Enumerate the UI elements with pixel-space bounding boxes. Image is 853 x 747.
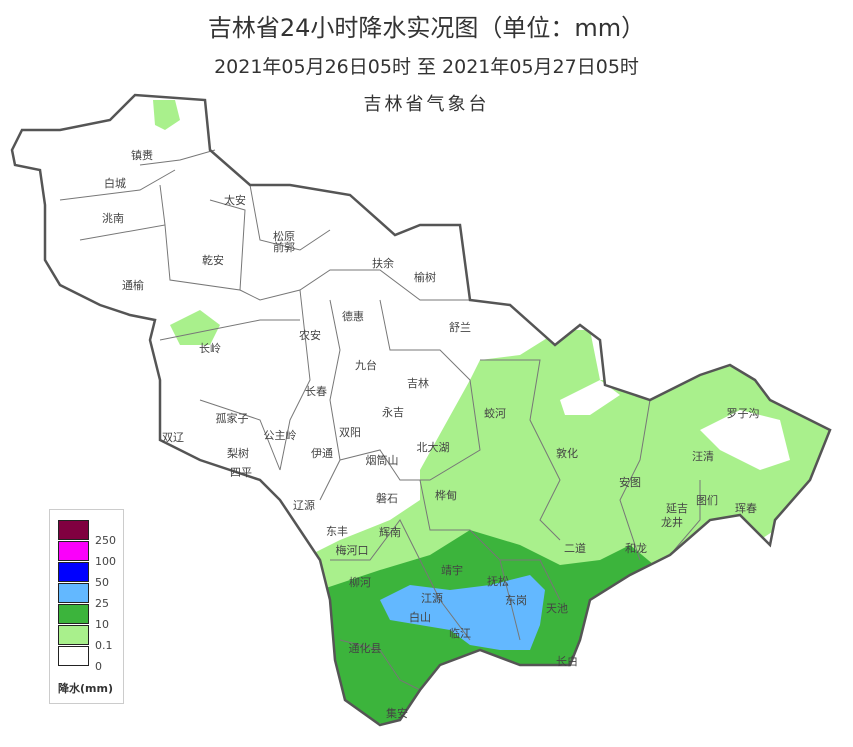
place-label: 扶余 (372, 257, 394, 270)
place-label: 吉林 (407, 377, 429, 390)
place-label: 农安 (299, 329, 321, 342)
place-label: 靖宇 (441, 564, 463, 577)
place-label: 延吉 (666, 502, 688, 515)
place-label: 临江 (449, 627, 471, 640)
place-label: 珲春 (735, 502, 757, 515)
place-label: 太安 (224, 194, 246, 207)
place-label: 白山 (409, 611, 431, 624)
place-label: 天池 (546, 602, 568, 615)
place-label: 烟筒山 (365, 454, 399, 467)
rain-zone-dry-luozigou (700, 410, 790, 470)
legend-level: 100 (95, 555, 116, 568)
map-title: 吉林省24小时降水实况图（单位：mm） (207, 14, 646, 42)
legend-swatch (58, 604, 89, 624)
place-label: 梅河口 (335, 544, 369, 557)
place-label: 图们 (696, 494, 718, 507)
place-label: 桦甸 (435, 489, 457, 502)
place-label: 松原 (273, 230, 295, 243)
place-label: 双阳 (339, 426, 361, 439)
place-label: 罗子沟 (726, 407, 760, 420)
place-label: 江源 (421, 592, 443, 605)
place-label: 白城 (104, 177, 126, 190)
place-label: 柳河 (349, 576, 371, 589)
place-label: 九台 (355, 359, 377, 372)
place-label: 安图 (619, 476, 641, 489)
legend-level: 10 (95, 618, 109, 631)
place-label: 公主岭 (263, 429, 297, 442)
place-label: 洮南 (102, 212, 124, 225)
place-label: 四平 (230, 466, 252, 479)
place-label: 汪清 (692, 450, 714, 463)
place-label: 镇赉 (131, 149, 153, 162)
issuer: 吉林省气象台 (363, 94, 490, 115)
place-label: 二道 (564, 542, 586, 555)
place-label: 东丰 (326, 525, 348, 538)
place-label: 辽源 (293, 499, 315, 512)
legend-swatch (58, 541, 89, 561)
place-label: 和龙 (625, 542, 647, 555)
legend-level: 25 (95, 597, 109, 610)
province-border (10, 93, 832, 727)
rain-zone-light-nw (153, 100, 180, 130)
place-label: 通榆 (122, 279, 144, 292)
place-label: 永吉 (382, 406, 404, 419)
place-label: 乾安 (202, 254, 224, 267)
place-label: 东岗 (505, 594, 527, 607)
legend-swatch (58, 562, 89, 582)
place-label: 长白 (556, 655, 578, 668)
place-label: 龙井 (661, 516, 683, 529)
place-label: 长春 (305, 385, 327, 398)
legend-level: 50 (95, 576, 109, 589)
place-label: 蛟河 (484, 407, 506, 420)
place-label: 德惠 (342, 310, 364, 323)
legend-swatch (58, 625, 89, 645)
legend-level: 250 (95, 534, 116, 547)
legend-title: 降水(mm) (58, 682, 113, 695)
place-label: 磐石 (376, 492, 398, 505)
rain-zone-dry-east (560, 380, 620, 415)
legend-level: 0.1 (95, 639, 113, 652)
place-label: 孤家子 (215, 412, 249, 425)
place-label: 梨树 (227, 447, 249, 460)
place-label: 北大湖 (416, 441, 450, 454)
place-label: 辉南 (379, 526, 401, 539)
place-label: 长岭 (199, 342, 221, 355)
place-label: 抚松 (487, 575, 509, 588)
legend-level: 0 (95, 660, 102, 673)
legend: 降水(mm) 250 100 50 25 10 0.1 0 (49, 509, 124, 704)
rain-zone-light-changling (170, 310, 220, 345)
place-label: 通化县 (348, 642, 382, 655)
legend-swatch (58, 583, 89, 603)
place-label: 榆树 (414, 271, 436, 284)
time-range: 2021年05月26日05时 至 2021年05月27日05时 (214, 56, 639, 78)
county-borders (59, 149, 701, 691)
place-label: 伊通 (311, 447, 333, 460)
rain-zone-heavy (380, 575, 545, 650)
place-label: 集安 (386, 707, 408, 720)
place-label: 双辽 (162, 431, 184, 444)
legend-swatch (58, 646, 89, 666)
place-label: 前郭 (273, 241, 295, 254)
place-label: 敦化 (556, 447, 578, 460)
place-label: 舒兰 (449, 321, 471, 334)
legend-swatch (58, 520, 89, 540)
